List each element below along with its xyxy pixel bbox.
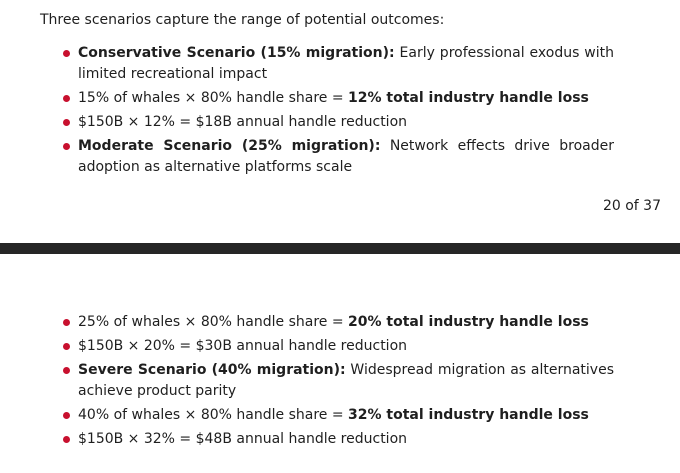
scenario-list: Conservative Scenario (15% migration): E… [62, 43, 614, 181]
calculation-text: $150B × 32% = $48B annual handle reducti… [78, 431, 408, 447]
calculation-result: 20% total industry handle loss [348, 314, 589, 330]
calculation-result: 12% total industry handle loss [348, 90, 589, 106]
list-item: $150B × 12% = $18B annual handle reducti… [62, 112, 614, 133]
scenario-list-continued: 25% of whales × 80% handle share = 20% t… [62, 312, 614, 453]
intro-paragraph: Three scenarios capture the range of pot… [40, 12, 445, 28]
scenario-heading: Moderate Scenario (25% migration): [78, 138, 381, 154]
page-number: 20 of 37 [602, 198, 661, 214]
scenario-description: Early professional exodus with limited r… [78, 45, 614, 82]
list-item: $150B × 32% = $48B annual handle reducti… [62, 429, 614, 450]
list-item: 25% of whales × 80% handle share = 20% t… [62, 312, 614, 333]
calculation-text: 40% of whales × 80% handle share = [78, 407, 349, 423]
list-item: 15% of whales × 80% handle share = 12% t… [62, 88, 614, 109]
document-page: Three scenarios capture the range of pot… [40, 12, 661, 214]
scenario-heading: Conservative Scenario (15% migration): [78, 45, 395, 61]
calculation-result: 32% total industry handle loss [348, 407, 589, 423]
list-item: 40% of whales × 80% handle share = 32% t… [62, 405, 614, 426]
list-item: Conservative Scenario (15% migration): E… [62, 43, 614, 85]
calculation-text: 25% of whales × 80% handle share = [78, 314, 349, 330]
scenario-description: Network effects drive broader adoption a… [78, 138, 614, 175]
list-item: Severe Scenario (40% migration): Widespr… [62, 360, 614, 402]
scenario-heading: Severe Scenario (40% migration): [78, 362, 346, 378]
list-item: $150B × 20% = $30B annual handle reducti… [62, 336, 614, 357]
page-separator [0, 243, 680, 254]
calculation-text: $150B × 12% = $18B annual handle reducti… [78, 114, 408, 130]
calculation-text: $150B × 20% = $30B annual handle reducti… [78, 338, 408, 354]
list-item: Moderate Scenario (25% migration): Netwo… [62, 136, 614, 178]
calculation-text: 15% of whales × 80% handle share = [78, 90, 349, 106]
scenario-description: Widespread migration as alternatives ach… [78, 362, 614, 399]
